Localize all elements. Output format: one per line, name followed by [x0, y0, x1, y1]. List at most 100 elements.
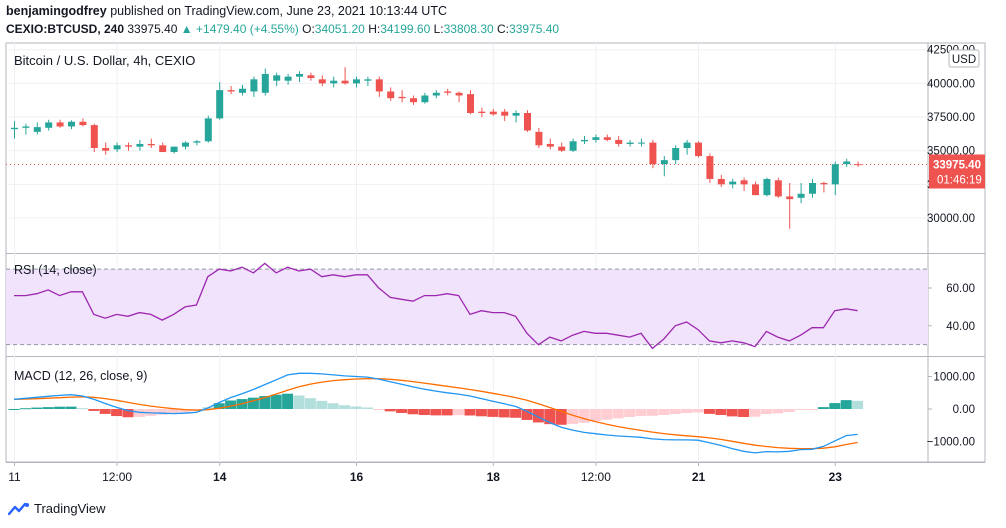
candle [603, 137, 611, 140]
macd-histogram-bar [703, 409, 715, 414]
candle [706, 156, 714, 179]
author-name[interactable]: benjamingodfrey [6, 4, 107, 18]
macd-histogram-bar [316, 400, 328, 409]
candle [239, 88, 246, 93]
macd-histogram-bar [8, 409, 20, 410]
macd-histogram-bar [122, 409, 134, 418]
candle [90, 125, 98, 148]
candle [763, 178, 771, 196]
candle [68, 121, 75, 127]
macd-histogram-bar [247, 397, 259, 409]
macd-histogram-bar [510, 409, 522, 418]
plot-border [5, 42, 986, 463]
macd-pane[interactable]: MACD (12, 26, close, 9) [8, 369, 864, 454]
macd-histogram-bar [304, 398, 316, 409]
macd-histogram-bar [772, 409, 784, 414]
header-change: +1479.40 (+4.55%) [196, 22, 299, 36]
candle [478, 111, 486, 113]
macd-histogram-bar [65, 406, 77, 409]
macd-histogram-bar [42, 407, 54, 409]
currency-label: USD [952, 54, 976, 66]
macd-histogram-bar [726, 409, 738, 417]
candle [33, 127, 41, 132]
macd-histogram-bar [350, 406, 362, 409]
candle [364, 79, 372, 81]
macd-histogram-bar [54, 406, 66, 409]
candle [501, 111, 509, 116]
candle [398, 96, 406, 99]
h-value: 34199.60 [380, 22, 431, 36]
candle [147, 143, 155, 146]
macd-histogram-bar [361, 407, 373, 409]
macd-histogram-bar [795, 409, 807, 411]
macd-histogram-bar [635, 409, 647, 416]
tradingview-logo[interactable]: TradingView [8, 501, 106, 516]
macd-histogram-bar [99, 409, 111, 414]
macd-histogram-bar [179, 409, 191, 413]
chart-frame [5, 42, 986, 463]
candle [250, 79, 258, 92]
candle [273, 75, 281, 81]
candle [421, 95, 429, 103]
candle [592, 137, 600, 140]
macd-histogram-bar [612, 409, 624, 419]
candle [546, 143, 554, 147]
macd-histogram-bar [453, 409, 465, 416]
c-label: C: [497, 22, 510, 36]
price-tick-label: 40000.00 [927, 78, 975, 90]
candle [444, 91, 452, 93]
macd-histogram-bar [498, 409, 510, 418]
macd-histogram-bar [441, 409, 453, 416]
macd-histogram-bar [487, 409, 499, 417]
candle [774, 180, 782, 197]
candle [102, 148, 110, 151]
signal-line [13, 378, 858, 450]
x-tick-label: 12:00 [581, 470, 611, 484]
macd-tick-label: 0.00 [953, 404, 975, 416]
macd-histogram-bar [760, 409, 772, 415]
macd-histogram-bar [840, 400, 852, 409]
macd-histogram-bar [339, 405, 351, 409]
macd-histogram-bar [418, 409, 430, 416]
macd-histogram-bar [567, 409, 579, 424]
candle [216, 90, 224, 119]
rsi-pane[interactable]: RSI (14, close) [6, 262, 928, 350]
o-value: 34051.20 [314, 22, 365, 36]
l-value: 33808.30 [443, 22, 494, 36]
macd-histogram-bar [31, 407, 43, 409]
candle [432, 92, 440, 96]
candle [22, 126, 30, 128]
macd-histogram-bar [430, 409, 442, 416]
macd-histogram-bar [601, 409, 613, 420]
macd-label: MACD (12, 26, close, 9) [14, 369, 147, 383]
rsi-label: RSI (14, close) [14, 263, 97, 277]
candle [717, 178, 725, 185]
macd-line [13, 372, 858, 454]
chart-title: Bitcoin / U.S. Dollar, 4h, CEXIO [14, 53, 195, 68]
countdown-label: 01:46:19 [937, 174, 982, 186]
macd-histogram-bar [521, 409, 533, 420]
macd-histogram-bar [817, 407, 829, 409]
price-tick-label: 30000.00 [927, 213, 975, 225]
x-tick-label: 14 [213, 470, 227, 484]
macd-histogram-bar [259, 396, 271, 409]
candle [831, 164, 839, 185]
candle [170, 146, 178, 153]
symbol-line: CEXIO:BTCUSD, 240 [6, 22, 125, 36]
macd-histogram-bar [293, 395, 305, 409]
candle [820, 183, 828, 185]
candle [854, 164, 862, 166]
macd-tick-label: −1000.00 [927, 437, 975, 449]
candle [318, 79, 326, 84]
macd-histogram-bar [396, 409, 408, 413]
ohlc-summary: CEXIO:BTCUSD, 240 33975.40 ▲ +1479.40 (+… [6, 22, 559, 36]
macd-histogram-bar [282, 393, 294, 409]
macd-histogram-bar [681, 409, 693, 414]
candle [512, 113, 520, 116]
price-pane[interactable]: Bitcoin / U.S. Dollar, 4h, CEXIO [6, 49, 928, 229]
macd-histogram-bar [270, 394, 282, 409]
candle [341, 80, 349, 84]
macd-histogram-bar [168, 409, 180, 414]
up-arrow-icon: ▲ [180, 22, 193, 36]
